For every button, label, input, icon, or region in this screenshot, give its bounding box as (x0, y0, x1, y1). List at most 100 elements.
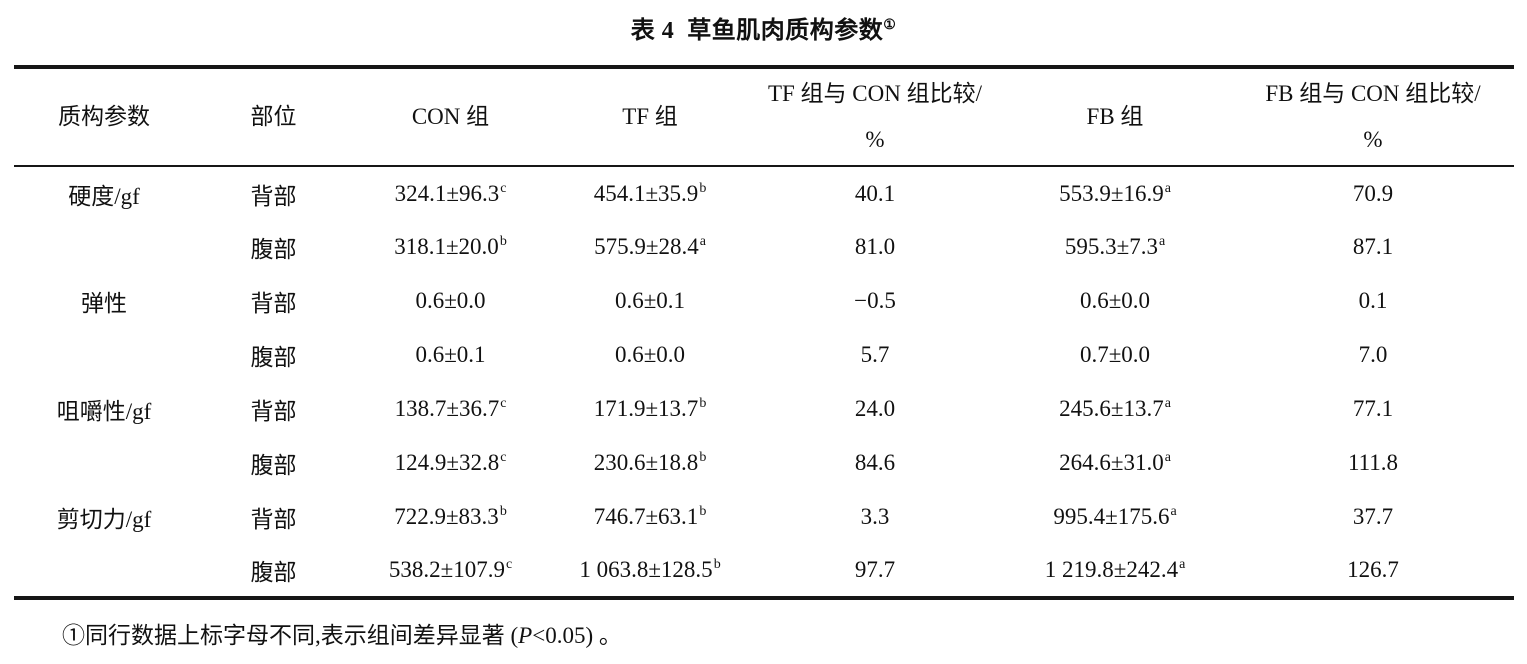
cell-con: 538.2±107.9c (388, 557, 513, 582)
cell-fb: 264.6±31.0a (1059, 450, 1171, 475)
cell-param: 弹性 (81, 291, 127, 316)
cell-part: 腹部 (250, 453, 297, 478)
cell-param (14, 328, 194, 382)
cell-fb-vs-con: 0.1 (1358, 288, 1388, 313)
cell-fb-vs-con: 70.9 (1352, 180, 1394, 206)
table-row: 弹性 背部 0.6±0.0 0.6±0.1 −0.5 0.6±0.0 0.1 (14, 274, 1514, 328)
cell-tf: 230.6±18.8b (593, 450, 707, 475)
cell-con: 124.9±32.8c (394, 450, 507, 475)
significance-superscript: a (1179, 557, 1186, 573)
significance-superscript: a (1164, 396, 1171, 412)
cell-tf-vs-con: 81.0 (854, 234, 896, 259)
header-part: 部位 (250, 104, 297, 129)
cell-fb: 595.3±7.3a (1064, 234, 1166, 259)
cell-tf-vs-con: −0.5 (854, 288, 896, 313)
texture-parameters-table: 质构参数 部位 CON 组 TF 组 TF 组与 CON 组比较/ % FB 组… (14, 65, 1514, 600)
significance-superscript: a (1164, 450, 1171, 466)
table-title-text: 表 4 草鱼肌肉质构参数 (630, 18, 884, 44)
table-row: 腹部 124.9±32.8c 230.6±18.8b 84.6 264.6±31.0a 1… (14, 436, 1514, 490)
significance-superscript: b (499, 504, 507, 520)
cell-param (14, 436, 194, 490)
table-row: 剪切力/gf 背部 722.9±83.3b 746.7±63.1b 3.3 995.4±1… (14, 490, 1514, 544)
cell-param (14, 544, 194, 598)
significance-superscript: b (499, 234, 507, 250)
cell-param: 咀嚼性/gf (56, 399, 152, 424)
footnote-p-symbol: P (518, 623, 533, 648)
footnote-text-pre: ①同行数据上标字母不同,表示组间差异显著 ( (62, 623, 519, 648)
cell-fb-vs-con: 77.1 (1352, 396, 1394, 421)
cell-fb: 0.6±0.0 (1079, 288, 1151, 313)
cell-fb: 995.4±175.6a (1053, 504, 1177, 529)
cell-tf: 171.9±13.7b (593, 396, 707, 421)
header-param: 质构参数 (58, 104, 150, 129)
table-body: 硬度/gf 背部 324.1±96.3c 454.1±35.9b 40.1 553.9±1… (14, 166, 1514, 598)
cell-fb-vs-con: 87.1 (1352, 234, 1394, 259)
cell-fb: 1 219.8±242.4a (1044, 557, 1186, 582)
cell-fb-vs-con: 126.7 (1347, 557, 1399, 582)
cell-con: 318.1±20.0b (394, 234, 507, 259)
significance-superscript: b (699, 450, 707, 466)
cell-param (14, 220, 194, 274)
significance-superscript: c (500, 180, 507, 196)
table-row: 腹部 0.6±0.1 0.6±0.0 5.7 0.7±0.0 7.0 (14, 328, 1514, 382)
cell-tf: 575.9±28.4a (594, 234, 706, 259)
header-fb-vs-con: FB 组与 CON 组比较/ % (1265, 81, 1481, 152)
significance-superscript: b (713, 557, 721, 573)
cell-part: 腹部 (250, 345, 297, 370)
cell-part: 背部 (250, 399, 297, 424)
significance-superscript: b (699, 504, 707, 520)
cell-param: 硬度/gf (68, 183, 140, 209)
significance-superscript: a (1158, 234, 1166, 250)
significance-superscript: c (505, 557, 513, 573)
significance-superscript: a (1170, 504, 1177, 520)
cell-fb-vs-con: 111.8 (1347, 450, 1399, 475)
table-footnote: ①同行数据上标字母不同,表示组间差异显著 (P<0.05) 。 (62, 616, 622, 650)
table-row: 腹部 318.1±20.0b 575.9±28.4a 81.0 595.3±7.3a 87… (14, 220, 1514, 274)
cell-tf: 0.6±0.1 (614, 288, 686, 313)
cell-part: 背部 (250, 507, 297, 532)
cell-tf-vs-con: 84.6 (854, 450, 896, 475)
cell-fb-vs-con: 37.7 (1352, 504, 1394, 529)
significance-superscript: a (1164, 180, 1171, 196)
cell-part: 背部 (250, 183, 297, 209)
header-fb: FB 组 (1086, 104, 1144, 129)
cell-fb: 553.9±16.9a (1059, 180, 1171, 206)
cell-tf: 454.1±35.9b (593, 180, 707, 206)
cell-param: 剪切力/gf (56, 507, 152, 532)
cell-fb: 245.6±13.7a (1059, 396, 1171, 421)
header-con: CON 组 (411, 104, 490, 129)
cell-part: 背部 (250, 291, 297, 316)
significance-superscript: b (699, 180, 707, 196)
cell-tf-vs-con: 5.7 (860, 342, 890, 367)
cell-tf-vs-con: 97.7 (854, 557, 896, 582)
table-row: 硬度/gf 背部 324.1±96.3c 454.1±35.9b 40.1 553.9±1… (14, 166, 1514, 220)
cell-tf: 746.7±63.1b (593, 504, 707, 529)
cell-con: 0.6±0.0 (415, 288, 486, 313)
table-header: 质构参数 部位 CON 组 TF 组 TF 组与 CON 组比较/ % FB 组… (14, 67, 1514, 166)
cell-tf-vs-con: 40.1 (854, 180, 896, 206)
table-title: 表 4 草鱼肌肉质构参数① (0, 10, 1527, 45)
cell-fb-vs-con: 7.0 (1358, 342, 1388, 367)
header-tf-vs-con: TF 组与 CON 组比较/ % (767, 81, 983, 152)
significance-superscript: b (699, 396, 707, 412)
cell-con: 722.9±83.3b (394, 504, 507, 529)
cell-tf-vs-con: 24.0 (854, 396, 896, 421)
cell-con: 0.6±0.1 (415, 342, 486, 367)
table-row: 咀嚼性/gf 背部 138.7±36.7c 171.9±13.7b 24.0 245.6±… (14, 382, 1514, 436)
cell-fb: 0.7±0.0 (1079, 342, 1151, 367)
cell-tf: 1 063.8±128.5b (579, 557, 721, 582)
header-tf: TF 组 (622, 104, 678, 129)
footnote-text-post: <0.05) 。 (532, 623, 622, 648)
significance-superscript: c (500, 396, 507, 412)
cell-part: 腹部 (250, 560, 297, 585)
table-title-footnote-mark: ① (883, 18, 897, 33)
cell-con: 138.7±36.7c (394, 396, 507, 421)
table-row: 腹部 538.2±107.9c 1 063.8±128.5b 97.7 1 219.8±… (14, 544, 1514, 598)
significance-superscript: c (500, 450, 507, 466)
significance-superscript: a (699, 234, 706, 250)
cell-con: 324.1±96.3c (394, 180, 507, 206)
cell-tf: 0.6±0.0 (614, 342, 686, 367)
cell-tf-vs-con: 3.3 (860, 504, 890, 529)
cell-part: 腹部 (250, 237, 297, 262)
